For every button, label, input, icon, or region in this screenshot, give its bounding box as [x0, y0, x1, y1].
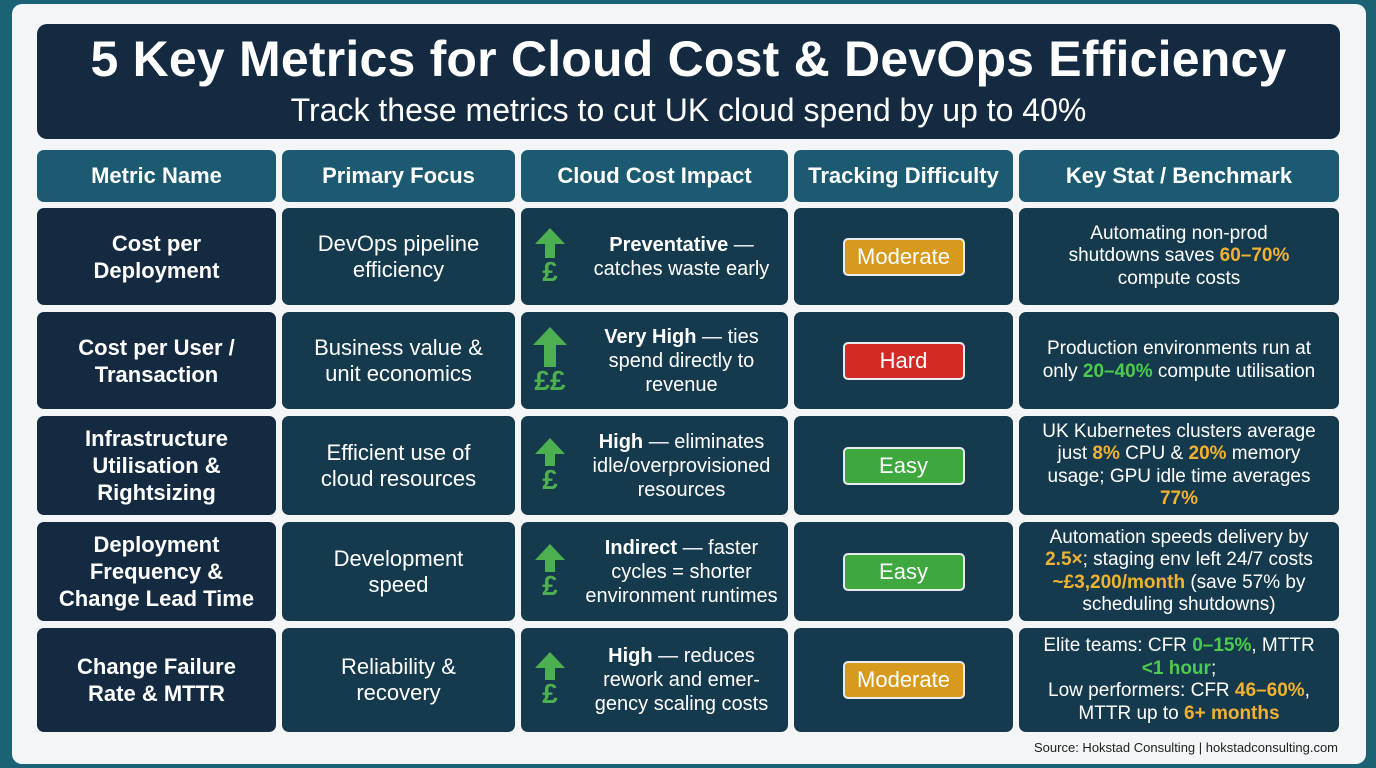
double-pound-arrow-up-icon: ££ [521, 326, 579, 395]
pound-arrow-up-icon: £ [521, 543, 579, 600]
key-stat: Production environments run at only 20–4… [1019, 312, 1339, 409]
metric-name: Deployment Frequency & Change Lead Time [37, 522, 276, 621]
difficulty-badge-hard: Hard [842, 341, 965, 380]
primary-focus: Reliability & recovery [282, 628, 515, 732]
column-header-focus: Primary Focus [282, 150, 515, 202]
column-header-stat: Key Stat / Benchmark [1019, 150, 1339, 202]
primary-focus: Efficient use of cloud resources [282, 416, 515, 515]
cost-impact: £ Preventative — catches waste early [521, 208, 788, 305]
cost-impact: £ Indirect — faster cycles = shorter env… [521, 522, 788, 621]
metric-name: Cost per Deployment [37, 208, 276, 305]
primary-focus: DevOps pipeline efficiency [282, 208, 515, 305]
column-header-impact: Cloud Cost Impact [521, 150, 788, 202]
difficulty-badge-moderate: Moderate [842, 237, 965, 276]
pound-arrow-up-icon: £ [521, 227, 579, 286]
key-stat: UK Kubernetes clusters average just 8% C… [1019, 416, 1339, 515]
cost-impact: £ High — eliminates idle/overprovisioned… [521, 416, 788, 515]
tracking-difficulty: Hard [794, 312, 1013, 409]
pound-arrow-up-icon: £ [521, 652, 579, 708]
difficulty-badge-easy: Easy [842, 552, 965, 591]
primary-focus: Business value & unit economics [282, 312, 515, 409]
header-banner: 5 Key Metrics for Cloud Cost & DevOps Ef… [37, 24, 1340, 139]
difficulty-badge-easy: Easy [842, 446, 965, 485]
tracking-difficulty: Moderate [794, 628, 1013, 732]
metric-name: Cost per User / Transaction [37, 312, 276, 409]
cost-impact: ££ Very High — ties spend directly to re… [521, 312, 788, 409]
page-subtitle: Track these metrics to cut UK cloud spen… [290, 92, 1087, 128]
page-title: 5 Key Metrics for Cloud Cost & DevOps Ef… [90, 31, 1287, 87]
column-header-metric: Metric Name [37, 150, 276, 202]
column-header-difficulty: Tracking Difficulty [794, 150, 1013, 202]
cost-impact: £ High — reduces rework and emer-gency s… [521, 628, 788, 732]
tracking-difficulty: Easy [794, 522, 1013, 621]
key-stat: Automating non-prod shutdowns saves 60–7… [1019, 208, 1339, 305]
primary-focus: Development speed [282, 522, 515, 621]
difficulty-badge-moderate: Moderate [842, 661, 965, 699]
key-stat: Elite teams: CFR 0–15%, MTTR <1 hour; Lo… [1019, 628, 1339, 732]
tracking-difficulty: Easy [794, 416, 1013, 515]
tracking-difficulty: Moderate [794, 208, 1013, 305]
pound-arrow-up-icon: £ [521, 437, 579, 494]
key-stat: Automation speeds delivery by 2.5×; stag… [1019, 522, 1339, 621]
metric-name: Infrastructure Utilisation & Rightsizing [37, 416, 276, 515]
source-credit: Source: Hokstad Consulting | hokstadcons… [1034, 740, 1338, 755]
metric-name: Change Failure Rate & MTTR [37, 628, 276, 732]
